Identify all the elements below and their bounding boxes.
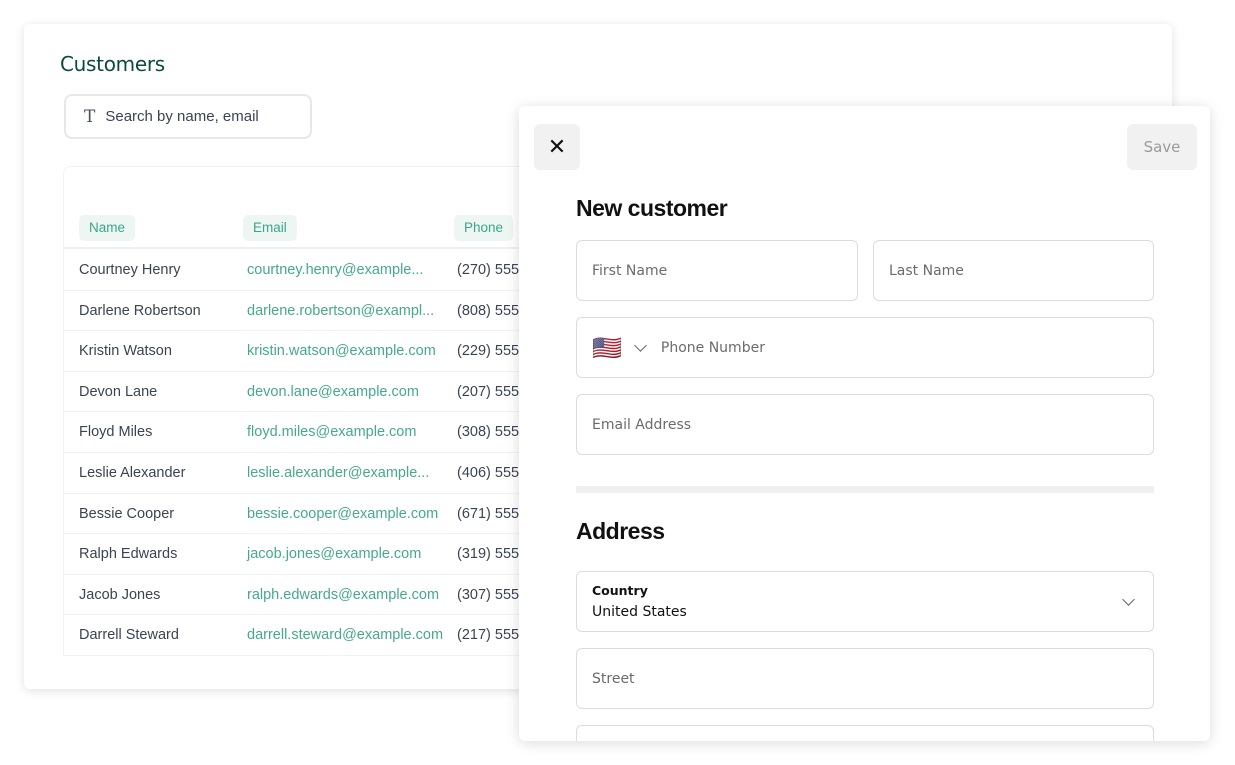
last-name-field[interactable]: Last Name [873,240,1154,301]
customer-phone: (406) 555 [457,465,520,481]
table-row[interactable]: Kristin Watson kristin.watson@example.com… [64,331,543,372]
table-header: Name Email Phone [64,215,543,249]
customer-phone: (229) 555- [457,343,524,360]
customer-email[interactable]: darrell.steward@example.com [247,627,444,644]
street-placeholder: Street [592,670,635,687]
customer-email[interactable]: bessie.cooper@example.com [247,505,439,522]
table-row[interactable]: Ralph Edwards jacob.jones@example.com (319… [64,534,543,575]
address-field[interactable] [576,725,1154,741]
column-header-phone[interactable]: Phone [454,215,514,241]
table-row[interactable]: Floyd Miles floyd.miles@example.com (308) … [64,412,543,453]
customer-name: Darrell Steward [79,627,179,644]
customer-phone: (808) 555 [457,302,520,319]
table-row[interactable]: Darrell Steward darrell.steward@example.c… [64,615,543,656]
customers-table: Name Email Phone Courtney Henry courtney.… [63,166,543,656]
customer-phone: (308) 555 [457,424,520,441]
customer-phone: (207) 555 [457,383,520,400]
customer-name: Courtney Henry [79,262,181,278]
dialog-title: New customer [576,195,728,221]
chevron-down-icon [1122,593,1135,606]
customer-name: Floyd Miles [79,424,153,441]
country-value: United States [592,604,687,620]
customer-name: Devon Lane [79,383,158,400]
customer-phone: (307) 555 [457,586,520,603]
save-button[interactable]: Save [1127,124,1197,170]
table-row[interactable]: Bessie Cooper bessie.cooper@example.com (6… [64,494,543,535]
country-select[interactable]: Country United States [576,571,1154,632]
column-header-email[interactable]: Email [243,215,297,241]
column-header-name[interactable]: Name [79,215,136,241]
table-row[interactable]: Jacob Jones ralph.edwards@example.com (307… [64,575,543,616]
customer-name: Kristin Watson [79,343,172,360]
customer-phone: (270) 555 [457,262,520,278]
customer-email[interactable]: ralph.edwards@example.com [247,586,440,603]
close-button[interactable]: ✕ [534,124,580,170]
customer-phone: (217) 555- [457,627,524,644]
country-label: Country [592,583,648,598]
customer-email[interactable]: jacob.jones@example.com [247,546,422,563]
table-row[interactable]: Devon Lane devon.lane@example.com (207) 55… [64,372,543,413]
customer-phone: (319) 555- [457,546,524,563]
close-icon: ✕ [547,134,567,159]
search-input[interactable]: T Search by name, email [64,94,312,139]
first-name-placeholder: First Name [592,262,668,279]
last-name-placeholder: Last Name [889,262,964,279]
customer-name: Darlene Robertson [79,302,201,319]
chevron-down-icon[interactable] [634,338,647,352]
customer-email[interactable]: leslie.alexander@example... [247,465,430,481]
email-field[interactable]: Email Address [576,394,1154,455]
customer-email[interactable]: courtney.henry@example... [247,262,424,278]
new-customer-dialog: ✕ Save New customer First Name Last Name… [519,106,1210,741]
customer-email[interactable]: kristin.watson@example.com [247,343,436,360]
first-name-field[interactable]: First Name [576,240,858,301]
customer-name: Bessie Cooper [79,505,175,522]
customer-email[interactable]: devon.lane@example.com [247,383,419,400]
phone-placeholder: Phone Number [660,339,765,356]
customer-name: Jacob Jones [79,586,161,603]
search-placeholder: Search by name, email [105,108,259,125]
us-flag-icon[interactable]: 🇺🇸 [592,333,622,362]
table-row[interactable]: Leslie Alexander leslie.alexander@example… [64,453,543,494]
phone-field[interactable]: 🇺🇸 Phone Number [576,317,1154,378]
page-title: Customers [60,52,165,76]
customer-name: Leslie Alexander [79,465,186,481]
section-divider [576,486,1154,493]
text-icon: T [84,106,96,127]
customer-email[interactable]: floyd.miles@example.com [247,424,417,441]
customer-email[interactable]: darlene.robertson@exampl... [247,302,435,319]
customer-name: Ralph Edwards [79,546,178,563]
address-title: Address [576,518,665,544]
street-field[interactable]: Street [576,648,1154,709]
table-row[interactable]: Darlene Robertson darlene.robertson@examp… [64,291,543,332]
customer-phone: (671) 555- [457,505,524,522]
email-placeholder: Email Address [592,416,692,433]
table-row[interactable]: Courtney Henry courtney.henry@example... (… [64,250,543,291]
